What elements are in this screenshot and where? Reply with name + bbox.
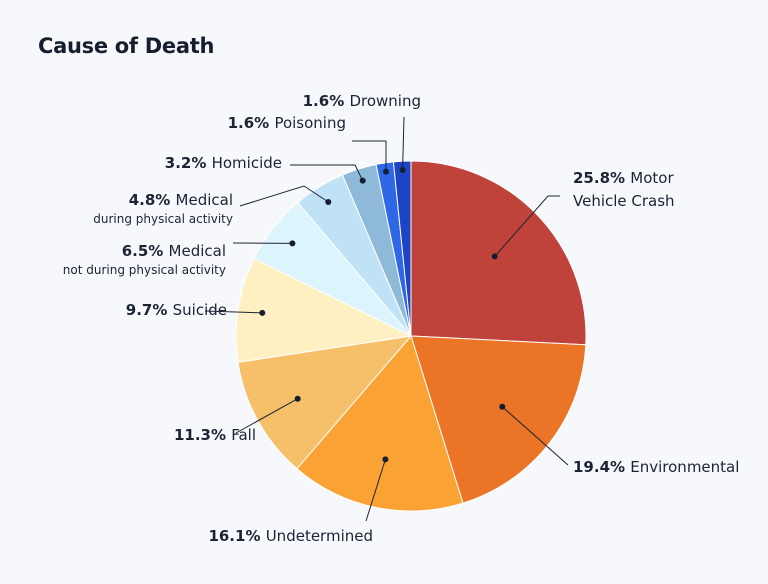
leader-line-8 [290, 164, 364, 181]
leader-line-9 [352, 140, 387, 172]
leader-line-7 [239, 185, 329, 207]
slice-label-9: 1.6% Poisoning [228, 114, 346, 132]
leader-line-1 [494, 195, 560, 257]
leader-line-4 [235, 398, 298, 434]
slice-percent: 1.6% [228, 114, 275, 132]
leader-line-2 [501, 406, 569, 466]
pie-slices [235, 160, 587, 512]
slice-percent: 19.4% [573, 458, 630, 476]
slice-name-line: Vehicle Crash [573, 192, 675, 210]
leader-dot-8 [359, 177, 366, 184]
slice-name: Medical [169, 242, 226, 260]
slice-name: Suicide [173, 301, 227, 319]
pie-slice-3 [296, 334, 464, 512]
slice-label-1: 25.8% Motor Vehicle Crash [573, 169, 675, 210]
slice-name: Drowning [349, 92, 421, 110]
slice-labels: 25.8% Motor Vehicle Crash 19.4% Environmen… [63, 92, 740, 545]
leader-dot-7 [325, 199, 332, 205]
slice-label-2: 19.4% Environmental [573, 458, 739, 476]
slice-percent: 9.7% [126, 301, 173, 319]
slice-label-8: 3.2% Homicide [165, 154, 282, 172]
slice-label-10: 1.6% Drowning [303, 92, 421, 110]
leader-dot-4 [294, 395, 301, 402]
slice-label-5: 9.7% Suicide [126, 301, 227, 319]
slice-name: Motor [630, 169, 674, 187]
leader-lines [204, 116, 569, 522]
leader-dot-5 [259, 309, 266, 316]
pie-slice-10 [392, 160, 412, 337]
slice-name: Medical [176, 191, 233, 209]
slice-name: Environmental [630, 458, 739, 476]
pie-slice-2 [410, 335, 587, 504]
leader-line-10 [402, 116, 405, 171]
pie-slice-1 [410, 160, 587, 346]
slice-label-4: 11.3% Fall [174, 426, 256, 444]
slice-percent: 16.1% [208, 527, 265, 545]
leader-dot-1 [491, 253, 498, 260]
slice-percent: 6.5% [122, 242, 169, 260]
leader-dot-2 [499, 403, 506, 410]
slice-percent: 11.3% [174, 426, 231, 444]
slice-label-6: 6.5% Medical [122, 242, 226, 260]
slice-name: Fall [231, 426, 256, 444]
pie-slice-5 [235, 257, 413, 363]
slice-name: Poisoning [274, 114, 346, 132]
slice-percent: 1.6% [303, 92, 350, 110]
leader-dot-9 [383, 168, 389, 175]
slice-percent: 25.8% [573, 169, 630, 187]
chart-title: Cause of Death [38, 34, 215, 58]
slice-percent: 3.2% [165, 154, 212, 172]
slice-label-7: 4.8% Medical [129, 191, 233, 209]
leader-dot-6 [289, 240, 296, 247]
slice-sublabel-6: not during physical activity [63, 263, 226, 277]
leader-line-3 [365, 459, 386, 522]
slice-sublabel-7: during physical activity [93, 212, 233, 226]
leader-dot-10 [399, 167, 406, 173]
slice-percent: 4.8% [129, 191, 176, 209]
leader-line-5 [204, 310, 263, 314]
slice-name: Homicide [212, 154, 282, 172]
slice-name: Undetermined [266, 527, 373, 545]
leader-dot-3 [382, 456, 389, 463]
slice-label-3: 16.1% Undetermined [208, 527, 373, 545]
